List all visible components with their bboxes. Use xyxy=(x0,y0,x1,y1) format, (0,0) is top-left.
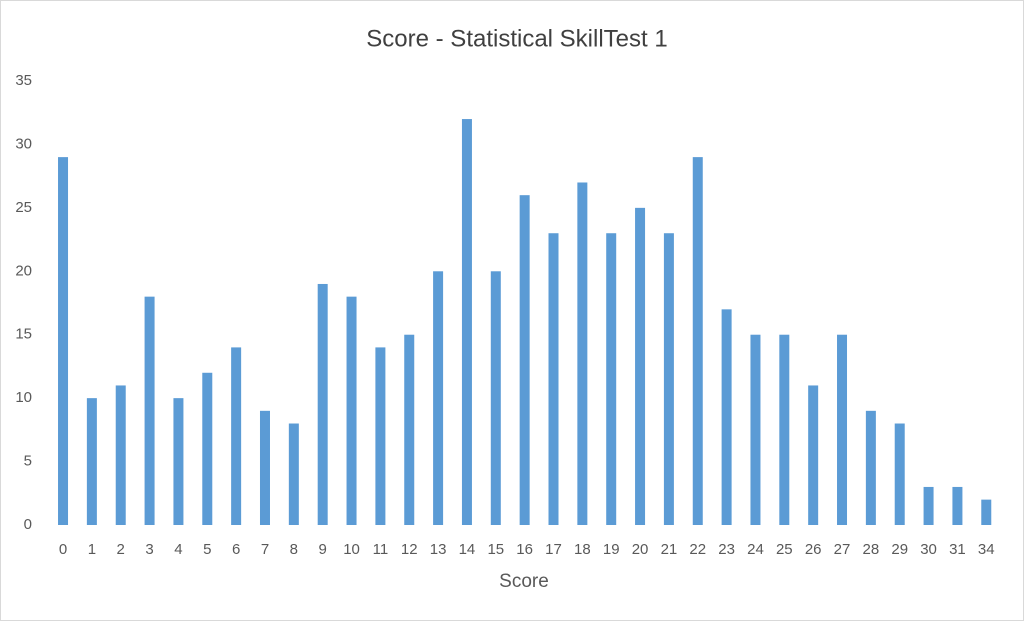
bar xyxy=(86,398,97,525)
bar xyxy=(779,334,790,525)
chart-title: Score - Statistical SkillTest 1 xyxy=(366,25,667,52)
x-tick-label: 0 xyxy=(59,541,67,558)
y-tick-label: 10 xyxy=(15,389,32,406)
x-tick-label: 9 xyxy=(319,541,327,558)
x-tick-label: 22 xyxy=(689,541,706,558)
x-tick-label: 26 xyxy=(805,541,822,558)
x-tick-label: 23 xyxy=(718,541,735,558)
bar xyxy=(404,334,415,525)
bar xyxy=(952,486,963,525)
x-tick-label: 15 xyxy=(487,541,504,558)
bar xyxy=(721,309,732,525)
x-tick-label: 18 xyxy=(574,541,591,558)
bar xyxy=(548,233,559,525)
x-tick-label: 28 xyxy=(863,541,880,558)
x-tick-label: 27 xyxy=(834,541,851,558)
bar xyxy=(144,296,155,525)
x-tick-label: 16 xyxy=(516,541,533,558)
bar xyxy=(461,119,472,526)
x-tick-label: 5 xyxy=(203,541,211,558)
bar xyxy=(317,283,328,525)
x-tick-label: 6 xyxy=(232,541,240,558)
bar xyxy=(490,271,501,525)
bar xyxy=(981,499,992,525)
x-tick-label: 12 xyxy=(401,541,418,558)
bar xyxy=(346,296,357,525)
y-tick-label: 0 xyxy=(24,516,32,533)
bar xyxy=(375,347,386,525)
x-tick-label: 14 xyxy=(459,541,476,558)
y-tick-label: 35 xyxy=(15,72,32,89)
bar xyxy=(577,182,588,525)
y-tick-label: 25 xyxy=(15,199,32,216)
x-tick-label: 34 xyxy=(978,541,995,558)
bar xyxy=(58,157,69,525)
x-tick-label: 29 xyxy=(891,541,908,558)
x-tick-label: 4 xyxy=(174,541,182,558)
y-tick-label: 30 xyxy=(15,135,32,152)
y-tick-label: 20 xyxy=(15,262,32,279)
x-tick-label: 20 xyxy=(632,541,649,558)
bar xyxy=(259,410,270,525)
bar xyxy=(202,372,213,525)
bar xyxy=(750,334,761,525)
bar xyxy=(606,233,617,525)
x-axis-title: Score xyxy=(499,571,549,592)
x-tick-label: 3 xyxy=(145,541,153,558)
x-tick-label: 11 xyxy=(373,541,389,558)
x-tick-label: 19 xyxy=(603,541,620,558)
bar xyxy=(288,423,299,525)
x-tick-label: 25 xyxy=(776,541,793,558)
x-tick-label: 2 xyxy=(117,541,125,558)
x-tick-label: 7 xyxy=(261,541,269,558)
x-tick-label: 30 xyxy=(920,541,937,558)
x-tick-label: 13 xyxy=(430,541,447,558)
bar xyxy=(865,410,876,525)
bar xyxy=(923,486,934,525)
bar xyxy=(173,398,184,525)
y-tick-label: 15 xyxy=(15,326,32,343)
bar xyxy=(692,157,703,525)
x-tick-label: 1 xyxy=(88,541,96,558)
x-tick-label: 8 xyxy=(290,541,298,558)
x-tick-label: 24 xyxy=(747,541,764,558)
bar xyxy=(115,385,126,525)
bar xyxy=(231,347,242,525)
bar xyxy=(837,334,848,525)
bar xyxy=(663,233,674,525)
bar xyxy=(808,385,819,525)
x-tick-label: 21 xyxy=(661,541,678,558)
bar xyxy=(894,423,905,525)
bar xyxy=(635,207,646,525)
x-tick-label: 31 xyxy=(949,541,966,558)
x-tick-label: 17 xyxy=(545,541,562,558)
x-tick-label: 10 xyxy=(343,541,360,558)
bar xyxy=(519,195,530,525)
y-tick-label: 5 xyxy=(24,453,32,470)
bar xyxy=(433,271,444,525)
